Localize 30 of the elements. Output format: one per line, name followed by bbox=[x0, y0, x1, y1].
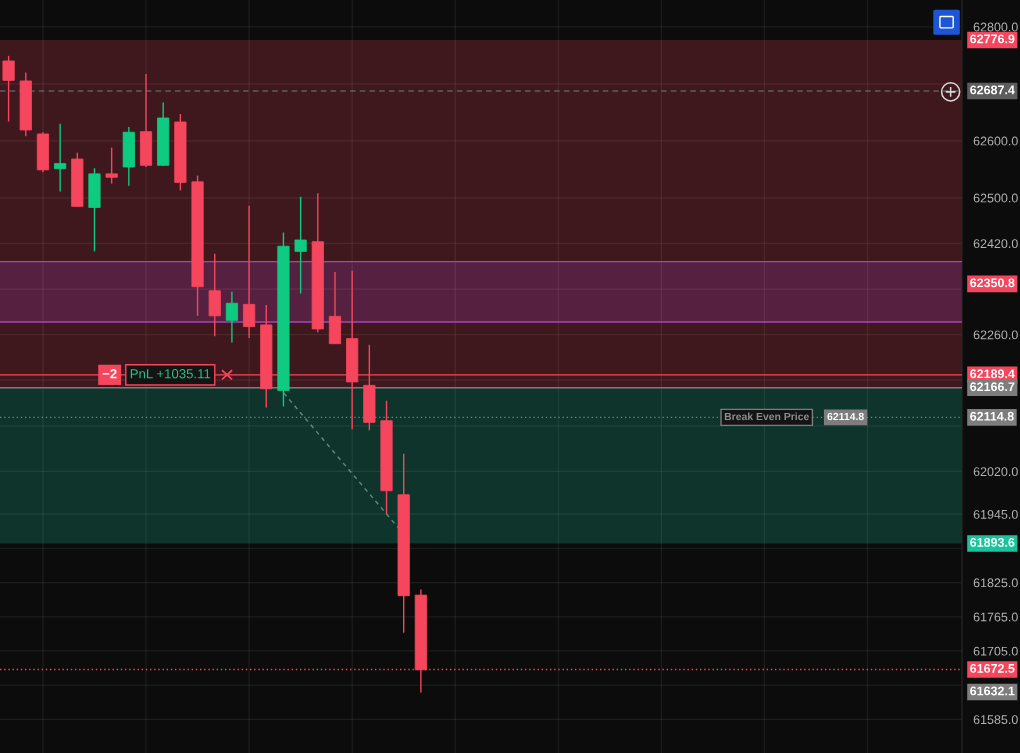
annotation: Break Even Price bbox=[724, 412, 809, 421]
y-tick-label: 62500.0 bbox=[973, 193, 1018, 203]
y-tick-label: 61825.0 bbox=[973, 578, 1018, 588]
annotation: −2 bbox=[102, 369, 117, 379]
y-tick-label: 62800.0 bbox=[973, 22, 1018, 32]
ref-line-label: 62114.8 bbox=[970, 411, 1014, 421]
annotation: 62114.8 bbox=[827, 412, 864, 421]
candlestick bbox=[105, 146, 118, 185]
y-tick-label: 61945.0 bbox=[973, 509, 1018, 519]
band-label: 61893.6 bbox=[970, 537, 1015, 547]
text: 62350.8 bbox=[970, 278, 1015, 288]
ref-line-label: 62687.4 bbox=[970, 85, 1015, 95]
y-tick-label: 62260.0 bbox=[973, 330, 1018, 340]
ref-line-label: 62166.7 bbox=[970, 382, 1015, 392]
y-tick-label: 62020.0 bbox=[973, 467, 1018, 477]
y-tick-label: 61585.0 bbox=[973, 715, 1018, 725]
y-tick-label: 62600.0 bbox=[973, 136, 1018, 146]
annotation: PnL +1035.11 bbox=[130, 369, 211, 379]
y-tick-label: 61705.0 bbox=[973, 646, 1018, 656]
y-tick-label: 61765.0 bbox=[973, 612, 1018, 622]
candlestick bbox=[225, 291, 238, 344]
candlestick bbox=[2, 55, 15, 123]
band-label: 62776.9 bbox=[970, 34, 1015, 44]
text: 61632.1 bbox=[970, 686, 1015, 696]
ref-line-label: 61672.5 bbox=[970, 664, 1015, 673]
y-tick-label: 62420.0 bbox=[973, 239, 1018, 249]
candlestick bbox=[294, 195, 307, 295]
ref-line-label: 62189.4 bbox=[970, 369, 1015, 379]
candlestick bbox=[243, 205, 256, 339]
candlestick bbox=[54, 122, 67, 193]
